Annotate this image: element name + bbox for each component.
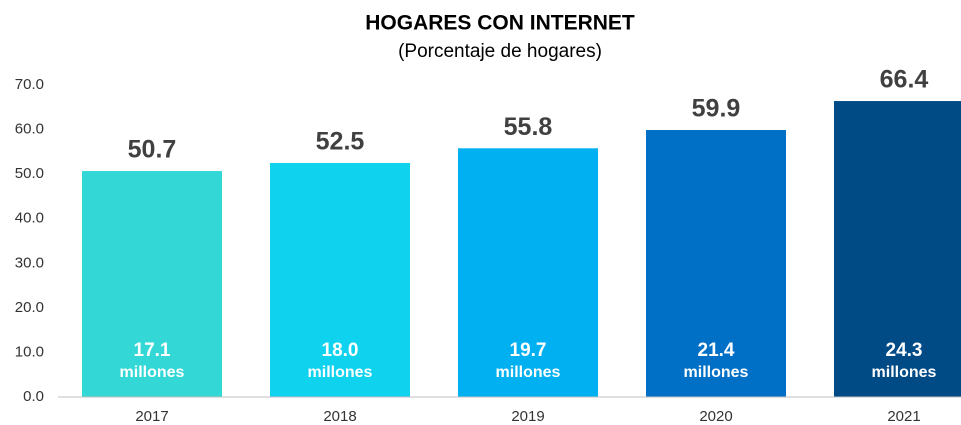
household-label: 19.7 [510, 340, 547, 361]
y-tick-label: 20.0 [15, 299, 44, 316]
y-tick-label: 70.0 [15, 76, 44, 93]
household-label: 21.4 [698, 340, 735, 361]
y-tick-label: 10.0 [15, 343, 44, 360]
x-tick-label: 2021 [887, 408, 920, 425]
x-tick-label: 2017 [135, 408, 168, 425]
y-tick-label: 60.0 [15, 121, 44, 138]
household-unit: millones [308, 364, 373, 381]
value-label: 50.7 [128, 136, 177, 164]
x-tick-label: 2020 [699, 408, 732, 425]
y-tick-label: 0.0 [23, 388, 44, 405]
household-label: 17.1 [134, 340, 171, 361]
value-label: 52.5 [316, 128, 365, 156]
bar [82, 171, 222, 397]
y-tick-label: 40.0 [15, 210, 44, 227]
value-label: 55.8 [504, 113, 553, 141]
household-unit: millones [496, 364, 561, 381]
y-tick-label: 50.0 [15, 165, 44, 182]
household-unit: millones [120, 364, 185, 381]
value-label: 66.4 [880, 66, 929, 94]
bar [458, 148, 598, 397]
bar [270, 163, 410, 397]
y-tick-label: 30.0 [15, 254, 44, 271]
household-label: 18.0 [322, 340, 359, 361]
household-unit: millones [684, 364, 749, 381]
chart-subtitle: (Porcentaje de hogares) [398, 41, 602, 62]
x-tick-label: 2019 [511, 408, 544, 425]
bar [646, 130, 786, 397]
chart-title: HOGARES CON INTERNET [365, 12, 635, 35]
bar [834, 101, 961, 397]
value-label: 59.9 [692, 95, 741, 123]
household-unit: millones [872, 364, 937, 381]
x-tick-label: 2018 [323, 408, 356, 425]
household-label: 24.3 [886, 340, 923, 361]
